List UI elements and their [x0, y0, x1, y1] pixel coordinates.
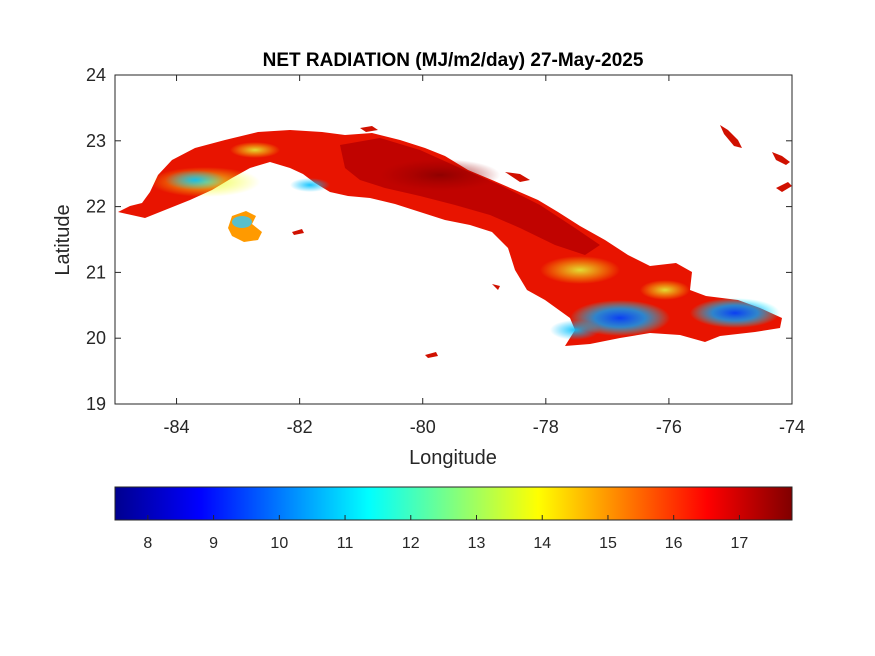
y-tick-label: 21 [86, 262, 106, 282]
east-yellow-patch [640, 280, 690, 300]
cay-south [425, 352, 438, 358]
x-tick-label: -76 [656, 417, 682, 437]
colorbar-tick-label: 9 [209, 535, 218, 552]
isla-blue-patch [232, 216, 252, 228]
colorbar-tick-label: 13 [468, 535, 486, 552]
colorbar-ticks: 8 9 10 11 12 13 14 15 16 17 [143, 515, 748, 552]
colorbar-tick-label: 16 [665, 535, 683, 552]
cay-northeast-1 [720, 125, 742, 148]
cay-east [776, 182, 792, 192]
x-axis-label: Longitude [409, 447, 497, 469]
colorbar-tick-label: 8 [143, 535, 152, 552]
cay-northeast-2 [772, 152, 790, 165]
y-axis-label: Latitude [52, 204, 74, 275]
x-tick-label: -84 [164, 417, 190, 437]
northwest-yellow-patch [230, 142, 280, 158]
southwest-tip-blue-patch [550, 320, 600, 340]
chart-title: NET RADIATION (MJ/m2/day) 27-May-2025 [263, 50, 644, 71]
east-blue-patch [690, 298, 780, 328]
cuba-main-island [118, 130, 782, 346]
central-core-dark [380, 159, 500, 191]
y-tick-label: 24 [86, 65, 106, 85]
cay-north [360, 126, 378, 132]
cuba-landmass [118, 125, 792, 358]
bay-blue-patch [290, 178, 330, 192]
axis-ticks: -84 -82 -80 -78 -76 -74 19 20 21 22 23 24 [86, 65, 805, 437]
y-tick-label: 23 [86, 131, 106, 151]
colorbar-tick-label: 14 [533, 535, 551, 552]
colorbar-tick-label: 10 [270, 535, 288, 552]
x-tick-label: -80 [410, 417, 436, 437]
colorbar-tick-label: 15 [599, 535, 617, 552]
colorbar-tick-label: 17 [731, 535, 749, 552]
y-tick-label: 19 [86, 394, 106, 414]
colorbar-tick-label: 12 [402, 535, 420, 552]
plot-area [115, 75, 792, 404]
axes-frame [114, 74, 793, 405]
cay-north-central [505, 172, 530, 182]
x-tick-label: -74 [779, 417, 805, 437]
x-tick-label: -82 [287, 417, 313, 437]
x-tick-label: -78 [533, 417, 559, 437]
y-tick-label: 20 [86, 328, 106, 348]
camaguey-yellow-patch [540, 256, 620, 284]
cay-southwest [292, 229, 304, 235]
y-tick-label: 22 [86, 197, 106, 217]
cay-south-central [492, 284, 500, 290]
west-blue-patch [165, 170, 225, 190]
colorbar [114, 486, 793, 521]
colorbar-tick-label: 11 [337, 535, 354, 552]
